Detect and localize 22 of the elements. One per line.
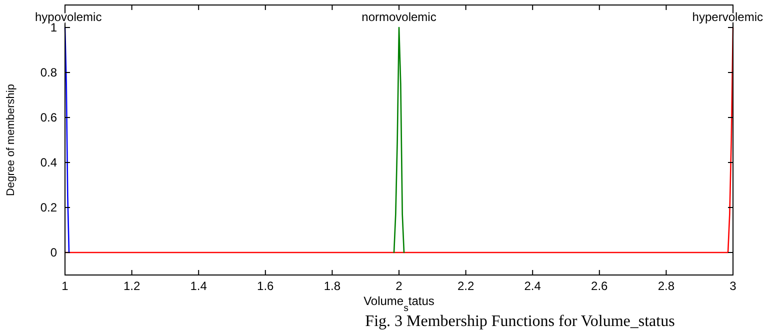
y-tick-label: 1 [50, 20, 58, 34]
x-tick-label: 1 [62, 279, 69, 293]
line-series [393, 26, 405, 254]
caption: Fig. 3 Membership Functions for Volume_status [365, 313, 675, 330]
y-axis-title: Degree of membership [5, 84, 17, 196]
x-tick-label: 1.2 [123, 279, 140, 293]
x-tick-label: 2.6 [591, 279, 608, 293]
series-label: normovolemic [362, 10, 436, 24]
x-tick-label: 2.8 [658, 279, 675, 293]
y-tick-label: 0.6 [40, 110, 58, 124]
y-tick-label: 0.2 [40, 200, 58, 214]
x-tick-label: 2 [396, 279, 403, 293]
x-tick-label: 1.4 [190, 279, 208, 293]
x-tick-label: 2.4 [524, 279, 542, 293]
x-tick-label: 1.6 [257, 279, 274, 293]
y-tick-label: 0 [50, 246, 58, 260]
x-tick-label: 3 [730, 279, 737, 293]
x-tick-label: 2.2 [457, 279, 474, 293]
x-tick-label: 1.8 [324, 279, 341, 293]
x-axis-title: Volume$_{s}$tatus [364, 294, 434, 314]
y-tick-label: 0.8 [40, 66, 58, 80]
y-tick-label: 0.4 [40, 156, 58, 170]
